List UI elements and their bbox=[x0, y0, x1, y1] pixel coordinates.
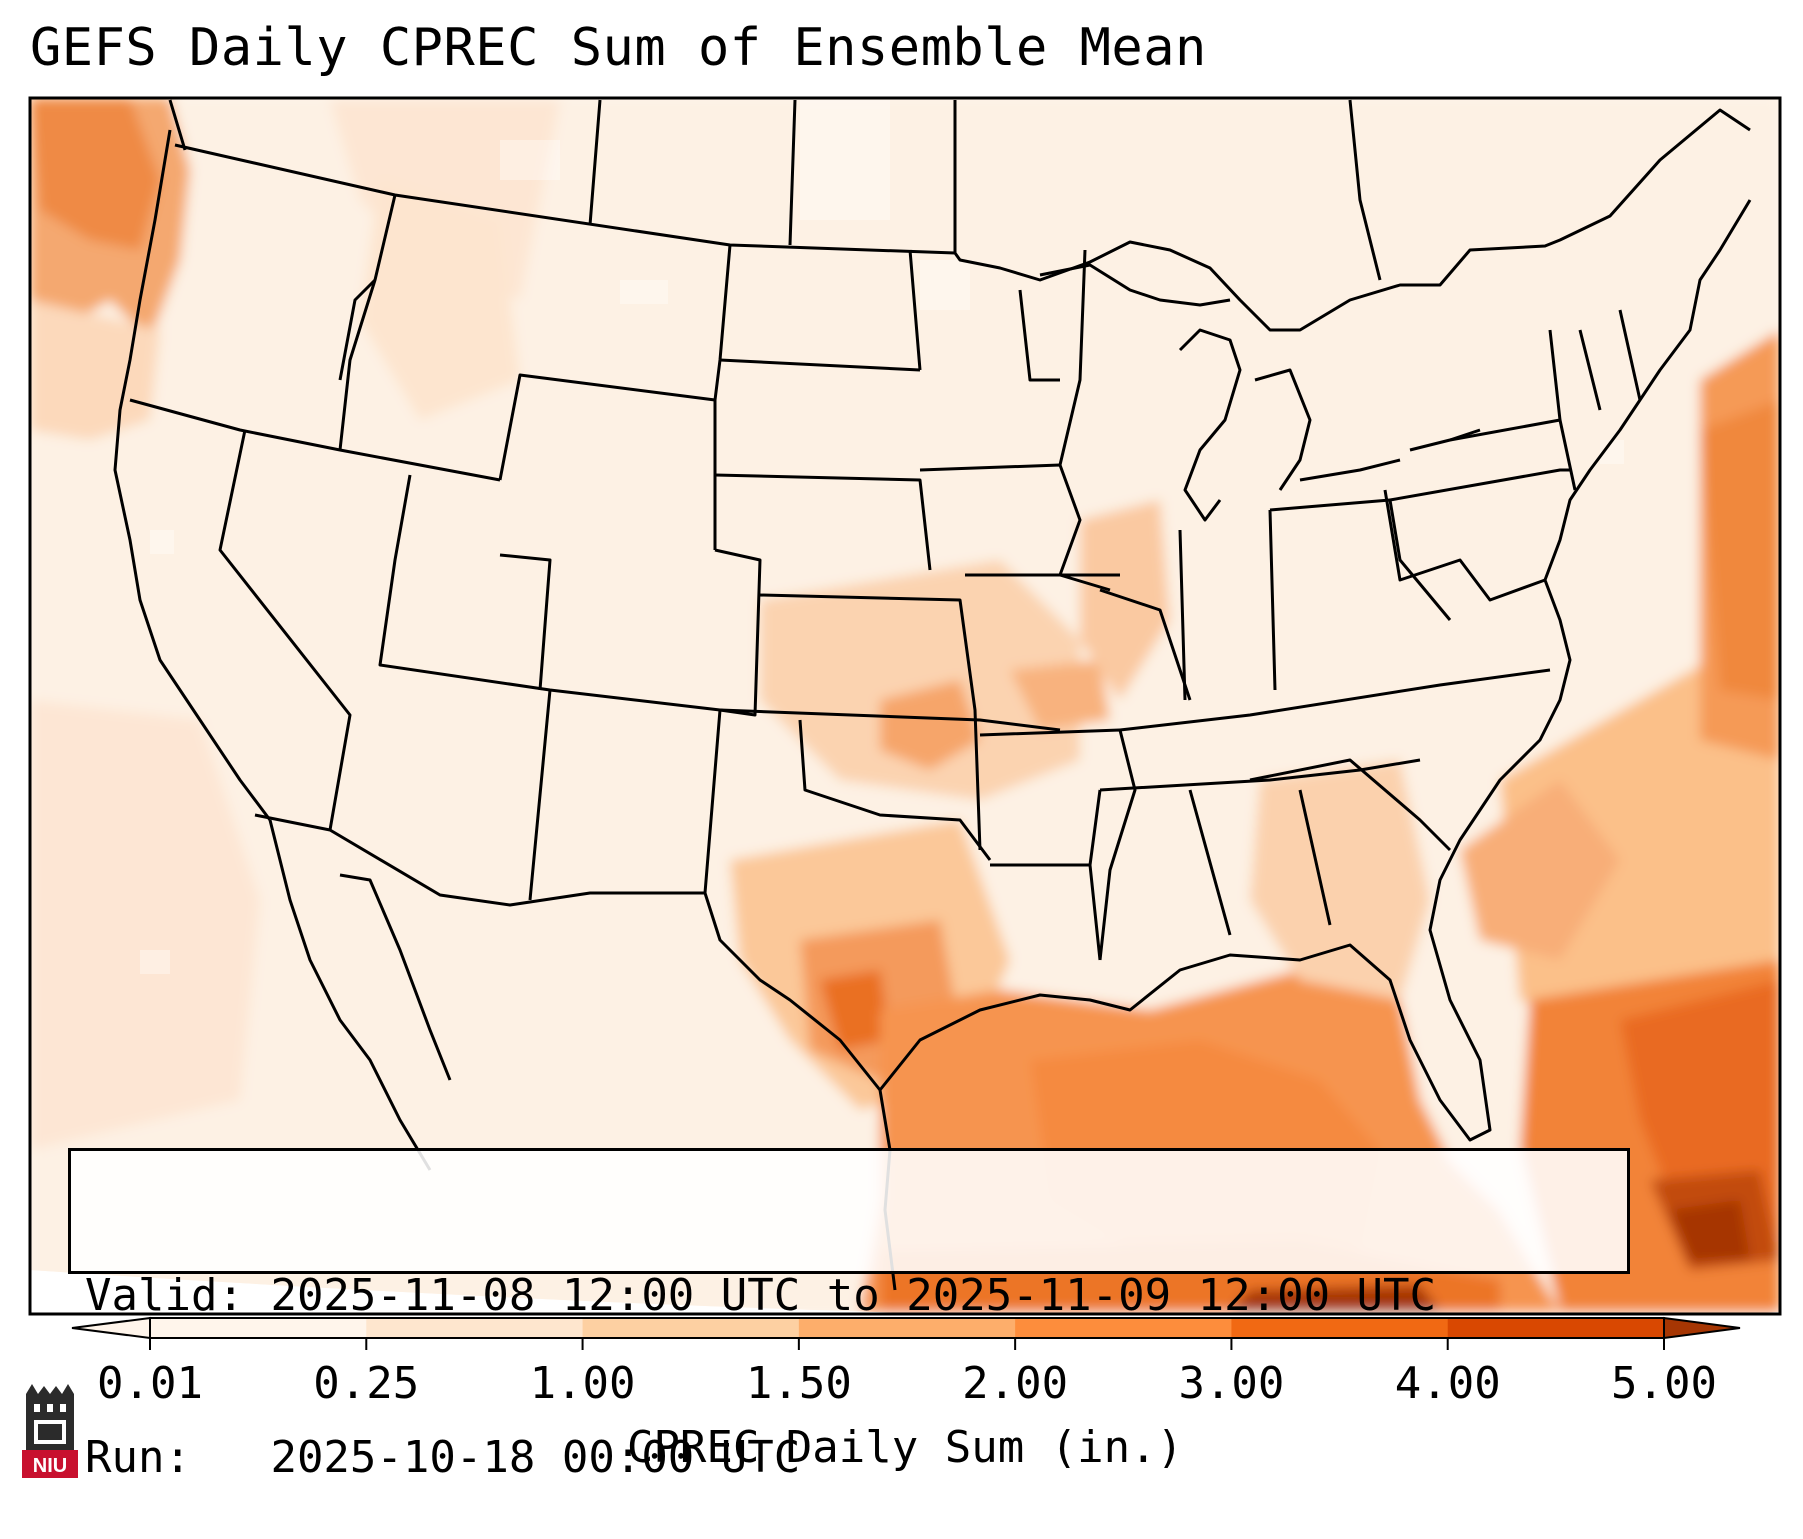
colorbar-tick-label: 1.50 bbox=[745, 1358, 852, 1409]
valid-label: Valid: bbox=[85, 1270, 244, 1321]
colorbar-segment bbox=[150, 1318, 367, 1338]
logo-text: NIU bbox=[33, 1455, 67, 1477]
valid-time-value: 2025-11-08 12:00 UTC to 2025-11-09 12:00… bbox=[270, 1270, 1437, 1321]
map-figure bbox=[28, 96, 1782, 1350]
colorbar-segment bbox=[1015, 1318, 1232, 1338]
precip-field bbox=[30, 98, 1780, 1314]
colorbar-tick-label: 1.00 bbox=[529, 1358, 636, 1409]
colorbar-tick-label: 0.25 bbox=[313, 1358, 420, 1409]
colorbar bbox=[71, 1316, 1741, 1350]
colorbar-tick-label: 2.00 bbox=[962, 1358, 1069, 1409]
boundaries bbox=[113, 99, 1752, 1291]
colorbar-segment bbox=[798, 1318, 1016, 1338]
colorbar-tick-label: 3.00 bbox=[1178, 1358, 1285, 1409]
colorbar-segment bbox=[366, 1318, 584, 1338]
run-label: Run: bbox=[85, 1432, 191, 1483]
valid-time-line: Valid: 2025-11-08 12:00 UTC to 2025-11-0… bbox=[85, 1269, 1627, 1323]
colorbar-frame bbox=[149, 1317, 1665, 1339]
colorbar-title: CPREC Daily Sum (in.) bbox=[626, 1422, 1184, 1473]
run-time-value: 2025-10-18 00:00 UTC bbox=[270, 1432, 801, 1483]
colorbar-tick-label: 0.01 bbox=[97, 1358, 203, 1409]
chart-title: GEFS Daily CPREC Sum of Ensemble Mean bbox=[30, 18, 1207, 78]
colorbar-segment bbox=[582, 1318, 800, 1338]
colorbar-segment bbox=[1447, 1318, 1665, 1338]
colorbar-tick-label: 4.00 bbox=[1394, 1358, 1501, 1409]
colorbar-extend-max bbox=[1663, 1316, 1741, 1340]
validity-info-box: Valid: 2025-11-08 12:00 UTC to 2025-11-0… bbox=[68, 1148, 1630, 1483]
run-time-line: Run: 2025-10-18 00:00 UTC bbox=[85, 1431, 1627, 1485]
map-frame bbox=[28, 96, 1782, 1316]
university-tower-icon: NIU bbox=[22, 1384, 78, 1478]
colorbar-tick-label: 5.00 bbox=[1611, 1358, 1717, 1409]
colorbar-segment bbox=[1231, 1318, 1449, 1338]
